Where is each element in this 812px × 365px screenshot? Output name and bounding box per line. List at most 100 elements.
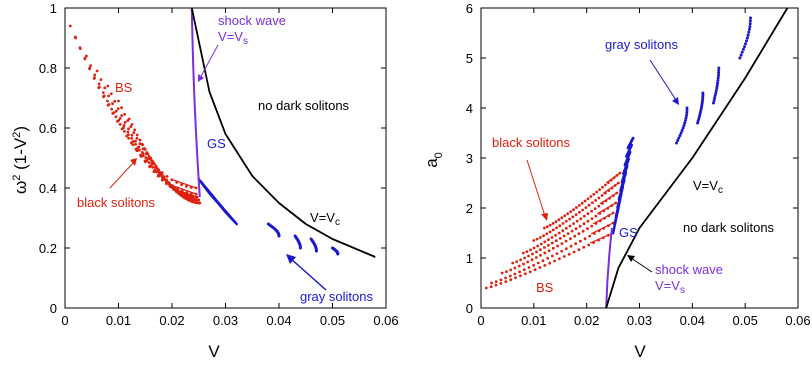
black-soliton-point [555, 252, 559, 256]
x-tick-label: 0.03 [627, 313, 652, 328]
black-soliton-point [114, 115, 118, 119]
gray-soliton-point [716, 81, 720, 85]
black-soliton-point [109, 92, 113, 96]
black-soliton-point [170, 184, 173, 188]
black-soliton-point [533, 268, 537, 272]
black-soliton-point [135, 133, 139, 137]
black-soliton-point [116, 120, 119, 123]
black-soliton-point [543, 226, 546, 230]
black-soliton-point [526, 260, 530, 264]
right-gray-arrow [649, 59, 677, 101]
critical-velocity-curve [190, 7, 376, 258]
right-gray-solitons-label: gray solitons [605, 37, 678, 52]
black-soliton-point [499, 282, 503, 285]
black-soliton-point [569, 210, 572, 214]
black-soliton-point [149, 156, 153, 160]
black-soliton-point [525, 250, 529, 254]
gray-soliton-point [746, 33, 750, 37]
gray-soliton-point [685, 106, 689, 110]
y-tick-label: 6 [466, 1, 473, 16]
left-axis-ticks: 0 0.01 0.02 0.03 0.04 0.05 0.06 0 0.2 0.4 0.6 0.8 1 [39, 1, 399, 328]
black-soliton-point [571, 215, 575, 219]
gray-soliton-point [683, 121, 687, 125]
black-soliton-point [564, 247, 568, 251]
black-soliton-point [134, 139, 137, 143]
right-gray-arrowhead [672, 97, 679, 105]
black-soliton-point [535, 237, 539, 241]
gray-soliton-point [625, 164, 629, 168]
left-gray-solitons-label: gray solitons [300, 289, 373, 304]
black-soliton-point [97, 82, 101, 86]
black-soliton-point [522, 262, 525, 266]
black-soliton-point [97, 86, 101, 90]
gray-soliton-point [676, 139, 680, 142]
black-soliton-point [531, 252, 534, 256]
gray-soliton-point [621, 185, 625, 189]
black-soliton-point [123, 121, 127, 124]
black-soliton-point [550, 254, 554, 258]
black-soliton-point [78, 47, 82, 50]
gray-soliton-point [739, 53, 743, 57]
black-soliton-point [138, 142, 142, 146]
black-soliton-point [563, 214, 567, 218]
black-soliton-band [190, 200, 200, 204]
gray-soliton-point [624, 171, 628, 175]
black-soliton-point [594, 214, 598, 218]
shock-wave-line [190, 7, 201, 198]
black-soliton-point [548, 223, 552, 227]
black-soliton-point [586, 197, 590, 201]
black-soliton-point [543, 251, 547, 255]
black-soliton-point [579, 239, 582, 243]
black-soliton-point [577, 204, 581, 207]
black-soliton-point [504, 276, 507, 280]
gray-soliton-point [677, 136, 681, 140]
black-soliton-point [523, 256, 526, 260]
right-gs-label: GS [619, 225, 638, 240]
black-soliton-point [566, 212, 569, 216]
black-soliton-point [489, 285, 493, 289]
black-soliton-band [173, 179, 197, 189]
gray-soliton-point [716, 76, 720, 80]
left-gray-arrow [289, 257, 327, 291]
black-soliton-point [117, 99, 120, 103]
black-soliton-point [88, 67, 91, 71]
black-soliton-point [560, 249, 564, 253]
black-soliton-point [85, 54, 88, 58]
right-shock-wave-vs-label: V=Vs [655, 278, 685, 296]
black-soliton-point [558, 236, 562, 240]
gray-soliton-point [627, 157, 630, 161]
black-soliton-point [114, 109, 118, 113]
black-soliton-point [578, 224, 582, 228]
black-soliton-band [596, 202, 617, 215]
black-soliton-point [546, 256, 550, 260]
black-soliton-point [185, 185, 188, 188]
black-soliton-point [548, 230, 552, 234]
black-soliton-point [511, 261, 515, 265]
black-soliton-point [145, 151, 149, 154]
gray-soliton-point [701, 95, 705, 99]
black-soliton-point [568, 224, 572, 228]
black-soliton-point [595, 190, 599, 194]
black-soliton-point [581, 229, 585, 233]
black-soliton-point [581, 208, 584, 212]
black-soliton-point [560, 242, 564, 246]
black-soliton-point [120, 114, 123, 117]
black-soliton-point [131, 143, 135, 147]
gray-soliton-point [749, 16, 752, 20]
black-soliton-point [110, 107, 114, 111]
black-soliton-point [137, 145, 141, 149]
critical-velocity-curve [605, 7, 789, 309]
black-soliton-point [68, 24, 72, 28]
black-soliton-point [545, 225, 549, 229]
gray-soliton-point [675, 141, 678, 145]
black-soliton-point [134, 143, 138, 146]
gray-soliton-point [314, 249, 318, 253]
black-soliton-point [558, 224, 562, 228]
black-soliton-point [111, 112, 115, 115]
black-soliton-point [592, 192, 596, 196]
black-soliton-point [135, 149, 139, 153]
black-soliton-point [499, 278, 503, 282]
black-soliton-point [534, 256, 538, 259]
black-soliton-point [494, 283, 498, 287]
black-soliton-point [490, 281, 493, 285]
